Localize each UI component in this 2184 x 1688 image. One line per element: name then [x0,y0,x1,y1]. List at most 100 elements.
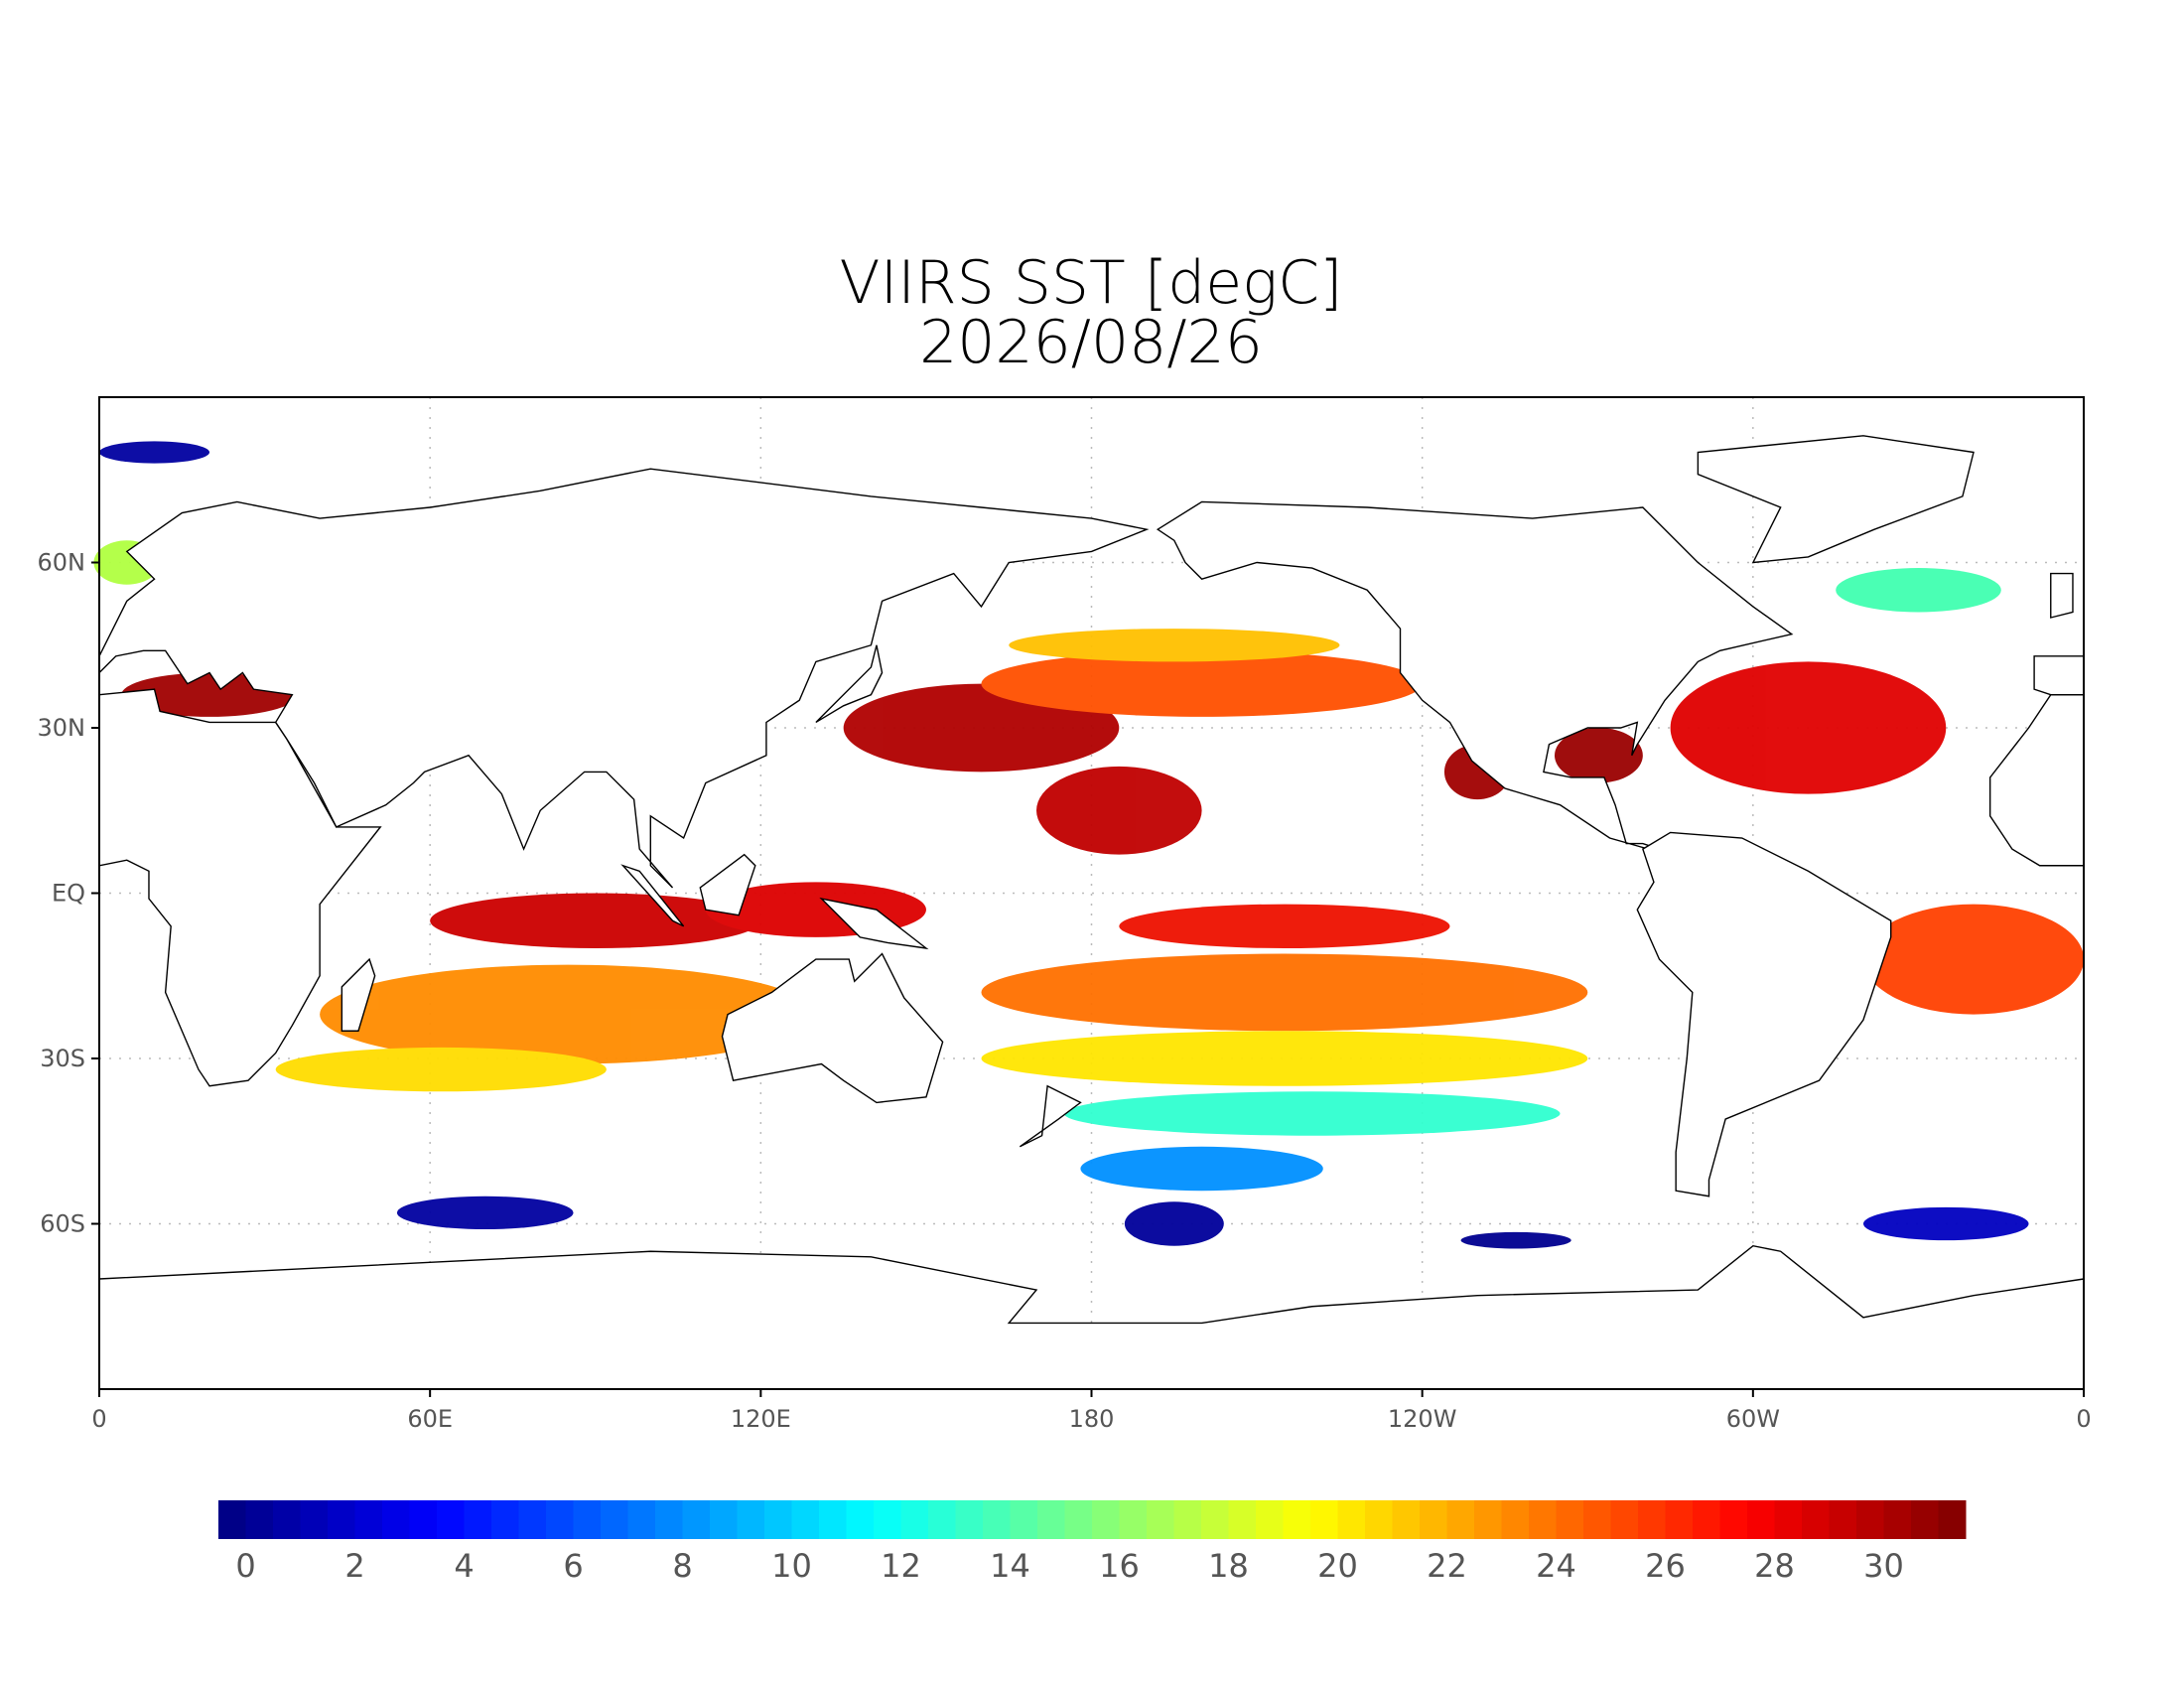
land [623,866,684,926]
color-swatch [1529,1500,1557,1539]
y-tick-label: EQ [52,880,85,908]
colorbar-label: 14 [990,1547,1030,1585]
y-tick-label: 30S [40,1045,85,1072]
sst-patch [1119,904,1450,948]
color-swatch [546,1500,574,1539]
color-swatch [1037,1500,1065,1539]
map-field [93,436,2084,1389]
color-swatch [409,1500,438,1539]
color-swatch [382,1500,410,1539]
color-swatch [1747,1500,1775,1539]
color-swatch [1556,1500,1584,1539]
color-swatch [1883,1500,1912,1539]
color-swatch [573,1500,602,1539]
color-swatch [518,1500,547,1539]
color-swatch [1310,1500,1338,1539]
sst-patch [396,1196,574,1230]
land [1020,1086,1080,1147]
color-swatch [218,1500,246,1539]
color-swatch [791,1500,820,1539]
color-swatch [1774,1500,1803,1539]
colorbar: 0 2 4 6 8 10 12 14 16 18 20 22 24 26 28 30 [218,1500,1967,1585]
land [821,899,926,948]
sst-patch [275,1047,607,1092]
color-swatch [737,1500,765,1539]
color-swatch [328,1500,355,1539]
map-title: VIIRS SST [degC] [840,248,1343,318]
sst-field [93,441,2085,1249]
colorbar-label: 0 [235,1547,255,1585]
colorbar-label: 4 [454,1547,474,1585]
color-swatch [710,1500,738,1539]
color-swatch [1201,1500,1229,1539]
y-tick-label: 60S [40,1210,85,1238]
color-swatch [1856,1500,1884,1539]
color-swatch [900,1500,929,1539]
sst-patch [1124,1201,1224,1246]
sst-patch [1836,568,2001,613]
color-swatch [601,1500,628,1539]
color-swatch [1665,1500,1694,1539]
color-swatch [1256,1500,1284,1539]
colorbar-label: 28 [1754,1547,1795,1585]
color-swatch [928,1500,956,1539]
color-swatch [1228,1500,1257,1539]
color-swatch [819,1500,847,1539]
color-swatch [655,1500,683,1539]
color-swatch [491,1500,519,1539]
x-tick-label: 180 [1069,1405,1115,1433]
color-swatch [437,1500,465,1539]
map-subtitle: 2026/08/26 [919,308,1263,377]
color-swatch [1446,1500,1475,1539]
colorbar-label: 6 [563,1547,583,1585]
sst-patch [320,964,816,1064]
colorbar-label: 16 [1099,1547,1140,1585]
land [1158,501,1792,849]
color-swatch [846,1500,875,1539]
land [1698,436,1974,563]
color-swatch [1420,1500,1447,1539]
land [99,689,380,1086]
color-swatch [1802,1500,1830,1539]
sst-patch [981,953,1588,1032]
colorbar-label: 10 [771,1547,812,1585]
color-swatch [1010,1500,1038,1539]
color-swatch [1092,1500,1120,1539]
land [99,469,1147,888]
land [1990,695,2084,866]
colorbar-label: 26 [1645,1547,1686,1585]
color-swatch [273,1500,301,1539]
color-swatch [1501,1500,1530,1539]
color-swatch [1829,1500,1857,1539]
x-tick-label: 0 [2076,1405,2091,1433]
color-swatch [1638,1500,1666,1539]
color-swatch [1119,1500,1148,1539]
color-swatch [627,1500,656,1539]
color-swatch [1337,1500,1366,1539]
color-swatch [1693,1500,1720,1539]
color-swatch [1173,1500,1202,1539]
color-swatch [682,1500,711,1539]
sst-patch [1036,766,1202,855]
sst-patch [1009,629,1340,662]
sst-patch [1670,661,1947,794]
sst-patch [1554,728,1643,783]
color-swatch [1474,1500,1502,1539]
land [99,1246,2084,1389]
sst-patch [1460,1231,1571,1249]
y-tick-label: 30N [38,714,86,742]
color-swatch [354,1500,383,1539]
y-tick-label: 60N [38,549,86,577]
colorbar-label: 12 [881,1547,921,1585]
land [1637,832,1890,1196]
color-swatch [245,1500,274,1539]
color-swatch [1610,1500,1639,1539]
colorbar-label: 8 [672,1547,692,1585]
sst-patch [1063,1091,1561,1136]
x-tick-label: 60E [407,1405,453,1433]
colorbar-label: 18 [1208,1547,1249,1585]
sst-patch [430,893,761,948]
land [341,959,374,1031]
land [2034,656,2084,695]
colorbar-label: 22 [1427,1547,1467,1585]
